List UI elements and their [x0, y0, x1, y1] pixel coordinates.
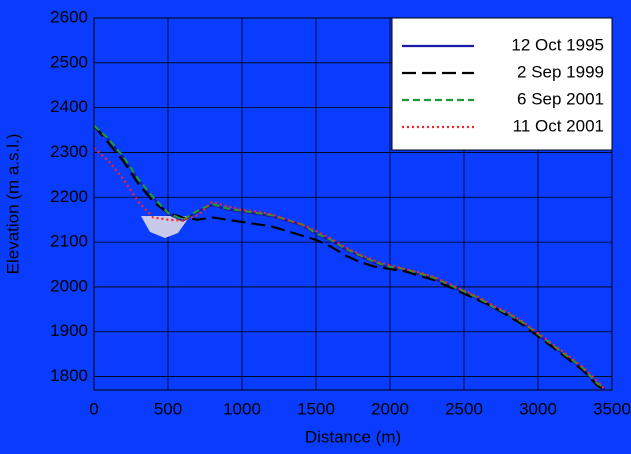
lake: [141, 216, 190, 238]
x-tick-label: 3000: [519, 399, 557, 418]
x-tick-label: 3500: [593, 399, 631, 418]
legend-label: 11 Oct 2001: [513, 116, 604, 135]
series-line: [93, 147, 606, 390]
y-tick-label: 2000: [50, 276, 88, 295]
legend-label: 6 Sep 2001: [517, 89, 604, 108]
x-tick-label: 1000: [223, 399, 261, 418]
x-tick-label: 1500: [297, 399, 335, 418]
y-tick-label: 1800: [50, 366, 88, 385]
series-line: [93, 124, 606, 391]
x-tick-label: 2000: [371, 399, 409, 418]
x-tick-label: 0: [89, 399, 98, 418]
x-tick-label: 2500: [445, 399, 483, 418]
y-tick-label: 2100: [50, 232, 88, 251]
plot-frame: [93, 17, 613, 391]
y-tick-label: 1900: [50, 321, 88, 340]
y-tick-label: 2300: [50, 142, 88, 161]
y-axis-title: Elevation (m a.s.l.): [3, 134, 22, 275]
y-tick-label: 2200: [50, 187, 88, 206]
y-tick-label: 2600: [50, 7, 88, 26]
legend-label: 12 Oct 1995: [511, 35, 604, 54]
x-axis-title: Distance (m): [305, 427, 401, 446]
series-line: [93, 125, 606, 390]
y-tick-label: 2500: [50, 52, 88, 71]
x-tick-label: 500: [154, 399, 182, 418]
y-tick-label: 2400: [50, 97, 88, 116]
legend-label: 2 Sep 1999: [517, 62, 604, 81]
